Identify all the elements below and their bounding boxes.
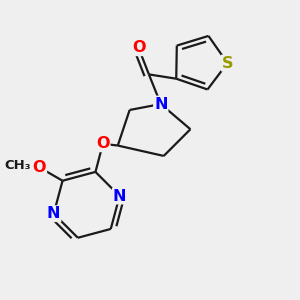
Text: N: N (154, 97, 167, 112)
Text: O: O (33, 160, 46, 175)
Text: N: N (47, 206, 61, 221)
Text: S: S (222, 56, 233, 70)
Text: O: O (132, 40, 145, 55)
Text: O: O (96, 136, 110, 151)
Text: N: N (113, 188, 126, 203)
Text: CH₃: CH₃ (4, 159, 31, 172)
